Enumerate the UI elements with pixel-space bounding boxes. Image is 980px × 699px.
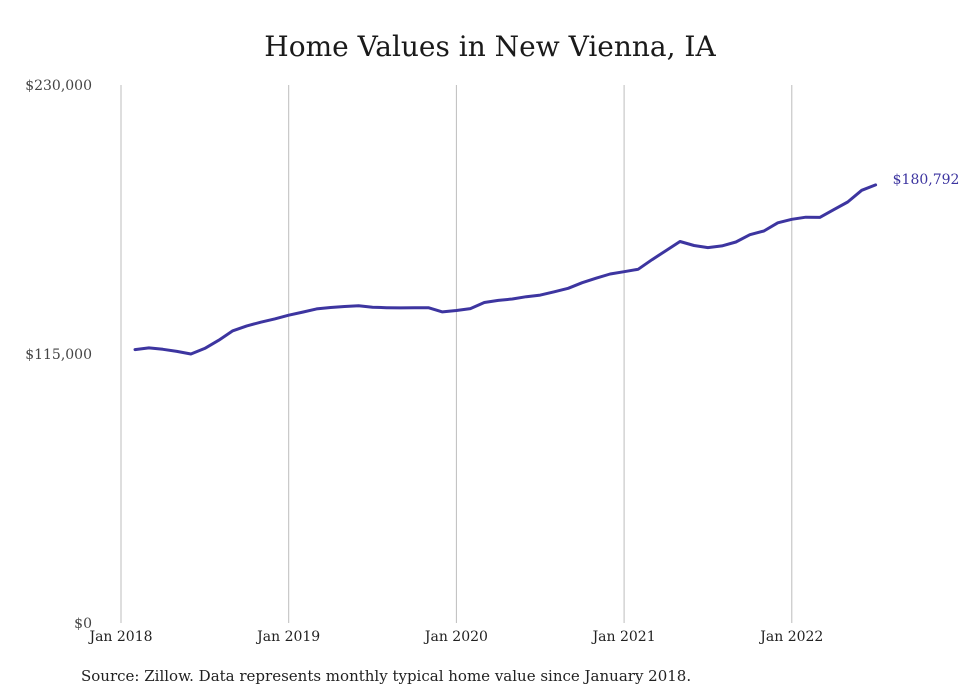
gridlines <box>120 85 793 623</box>
x-tick-label: Jan 2022 <box>758 629 823 645</box>
y-tick-label: $115,000 <box>25 347 92 363</box>
x-tick-label: Jan 2020 <box>423 629 488 645</box>
end-value-label: $180,792 <box>893 172 960 188</box>
series-layer: $180,792 <box>133 172 960 356</box>
x-tick-label: Jan 2019 <box>255 629 320 645</box>
x-axis-ticks: Jan 2018 Jan 2019 Jan 2020 Jan 2021 Jan 2022 <box>87 629 823 645</box>
x-tick-label: Jan 2018 <box>87 629 152 645</box>
chart-title: Home Values in New Vienna, IA <box>264 30 716 63</box>
y-tick-label: $0 <box>74 616 92 632</box>
series-line <box>133 183 878 356</box>
x-tick-label: Jan 2021 <box>591 629 656 645</box>
y-axis-ticks: $0 $115,000 $230,000 <box>25 78 92 632</box>
source-note: Source: Zillow. Data represents monthly … <box>81 667 692 685</box>
y-tick-label: $230,000 <box>25 78 92 94</box>
